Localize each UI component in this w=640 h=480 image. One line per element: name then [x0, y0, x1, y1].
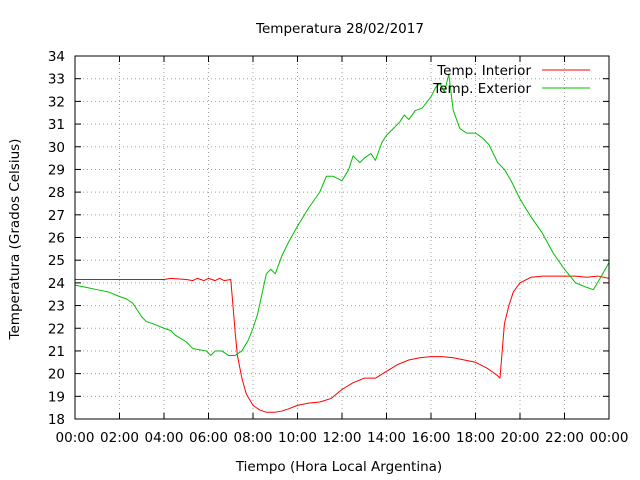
x-tick-label: 02:00: [100, 430, 139, 446]
y-tick-label: 20: [48, 367, 65, 383]
y-tick-label: 29: [48, 162, 65, 178]
x-tick-label: 10:00: [278, 430, 317, 446]
y-tick-label: 26: [48, 231, 65, 247]
y-tick-label: 27: [48, 208, 65, 224]
legend: Temp. Interior Temp. Exterior: [432, 63, 590, 97]
x-tick-label: 18:00: [456, 430, 495, 446]
x-tick-label: 16:00: [412, 430, 451, 446]
y-tick-label: 19: [48, 389, 65, 405]
chart-title: Temperatura 28/02/2017: [255, 21, 424, 37]
legend-label-temp-exterior: Temp. Exterior: [432, 81, 531, 97]
series-line-temp-interior: [75, 275, 610, 413]
y-tick-label: 33: [48, 72, 65, 88]
series-lines: [74, 73, 610, 413]
y-tick-label: 18: [48, 412, 65, 428]
x-tick-label: 14:00: [367, 430, 406, 446]
y-axis-ticks: 18 19 20 21 22 23 24 25 26 27 28 29 30 31 32 33 34: [48, 49, 609, 428]
y-tick-label: 21: [48, 344, 65, 360]
x-tick-label: 00:00: [590, 430, 629, 446]
grid-lines: [75, 56, 609, 419]
x-tick-label: 06:00: [189, 430, 228, 446]
x-tick-label: 00:00: [56, 430, 95, 446]
y-tick-label: 30: [48, 140, 65, 156]
plot-frame: [74, 55, 610, 420]
y-tick-label: 23: [48, 299, 65, 315]
x-tick-label: 22:00: [545, 430, 584, 446]
y-tick-label: 34: [48, 49, 65, 65]
y-tick-label: 22: [48, 321, 65, 337]
y-axis-label: Temperatura (Grados Celsius): [7, 139, 23, 341]
legend-label-temp-interior: Temp. Interior: [436, 63, 531, 79]
y-tick-label: 31: [48, 117, 65, 133]
y-tick-label: 32: [48, 94, 65, 110]
series-line-temp-exterior: [74, 73, 610, 356]
x-tick-label: 08:00: [234, 430, 273, 446]
x-tick-label: 20:00: [501, 430, 540, 446]
x-axis-label: Tiempo (Hora Local Argentina): [235, 459, 442, 475]
x-tick-label: 04:00: [145, 430, 184, 446]
y-tick-label: 25: [48, 253, 65, 269]
y-tick-label: 24: [48, 276, 65, 292]
x-tick-label: 12:00: [323, 430, 362, 446]
x-axis-ticks: 00:00 02:00 04:00 06:00 08:00 10:00 12:00 14:00…: [56, 56, 629, 446]
y-tick-label: 28: [48, 185, 65, 201]
